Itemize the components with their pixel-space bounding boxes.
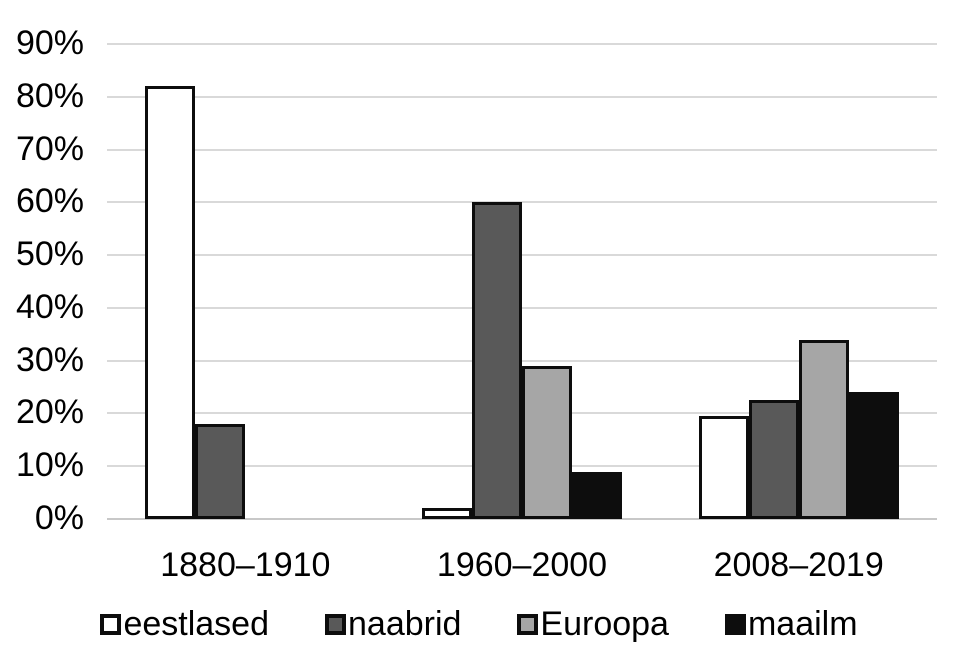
gridline-40 (107, 306, 937, 309)
legend-item-Euroopa: Euroopa (517, 604, 669, 644)
y-tick-label-90: 90% (15, 24, 84, 62)
gridline-30 (107, 359, 937, 362)
y-tick-label-80: 80% (15, 76, 84, 115)
gridline-50 (107, 254, 937, 257)
y-tick-label-60: 60% (15, 182, 84, 221)
legend-label: naabrid (348, 605, 462, 643)
legend-label: Euroopa (540, 605, 669, 643)
y-tick-label-10: 10% (15, 446, 84, 485)
x-category-label-2: 1960–2000 (436, 546, 608, 584)
y-tick-label-50: 50% (15, 235, 84, 274)
bar-naabrid-2008–2019 (748, 400, 799, 519)
legend-swatch-icon (517, 613, 539, 635)
x-category-label-3: 2008–2019 (713, 546, 884, 584)
y-tick-label-70: 70% (15, 129, 84, 168)
bar-maailm-1960–2000 (572, 471, 622, 519)
y-tick-label-40: 40% (15, 287, 84, 326)
gridline-60 (107, 201, 937, 204)
gridline-70 (107, 148, 937, 151)
bar-maailm-2008–2019 (848, 392, 899, 519)
gridline-80 (107, 95, 937, 98)
bar-eestlased-2008–2019 (698, 416, 749, 519)
gridline-90 (107, 43, 937, 45)
x-axis-line (107, 518, 937, 520)
bar-eestlased-1880–1910 (145, 86, 196, 519)
legend-item-naabrid: naabrid (325, 604, 461, 644)
legend-swatch-icon (100, 613, 122, 635)
legend: eestlased naabrid Euroopa maailm (0, 604, 958, 644)
bar-naabrid-1960–2000 (472, 202, 522, 519)
bar-Euroopa-1960–2000 (522, 365, 572, 519)
y-tick-label-30: 30% (15, 340, 84, 379)
legend-swatch-icon (325, 613, 346, 635)
x-category-label-1: 1880–1910 (160, 546, 331, 584)
legend-item-eestlased: eestlased (100, 604, 269, 644)
bar-eestlased-1960–2000 (422, 508, 472, 519)
legend-item-maailm: maailm (724, 604, 858, 644)
bar-Euroopa-2008–2019 (798, 339, 849, 519)
legend-label: eestlased (123, 605, 269, 643)
legend-swatch-icon (724, 613, 746, 635)
y-tick-label-0: 0% (34, 499, 84, 537)
bar-naabrid-1880–1910 (195, 424, 246, 519)
legend-label: maailm (747, 605, 858, 643)
y-tick-label-20: 20% (15, 393, 84, 432)
